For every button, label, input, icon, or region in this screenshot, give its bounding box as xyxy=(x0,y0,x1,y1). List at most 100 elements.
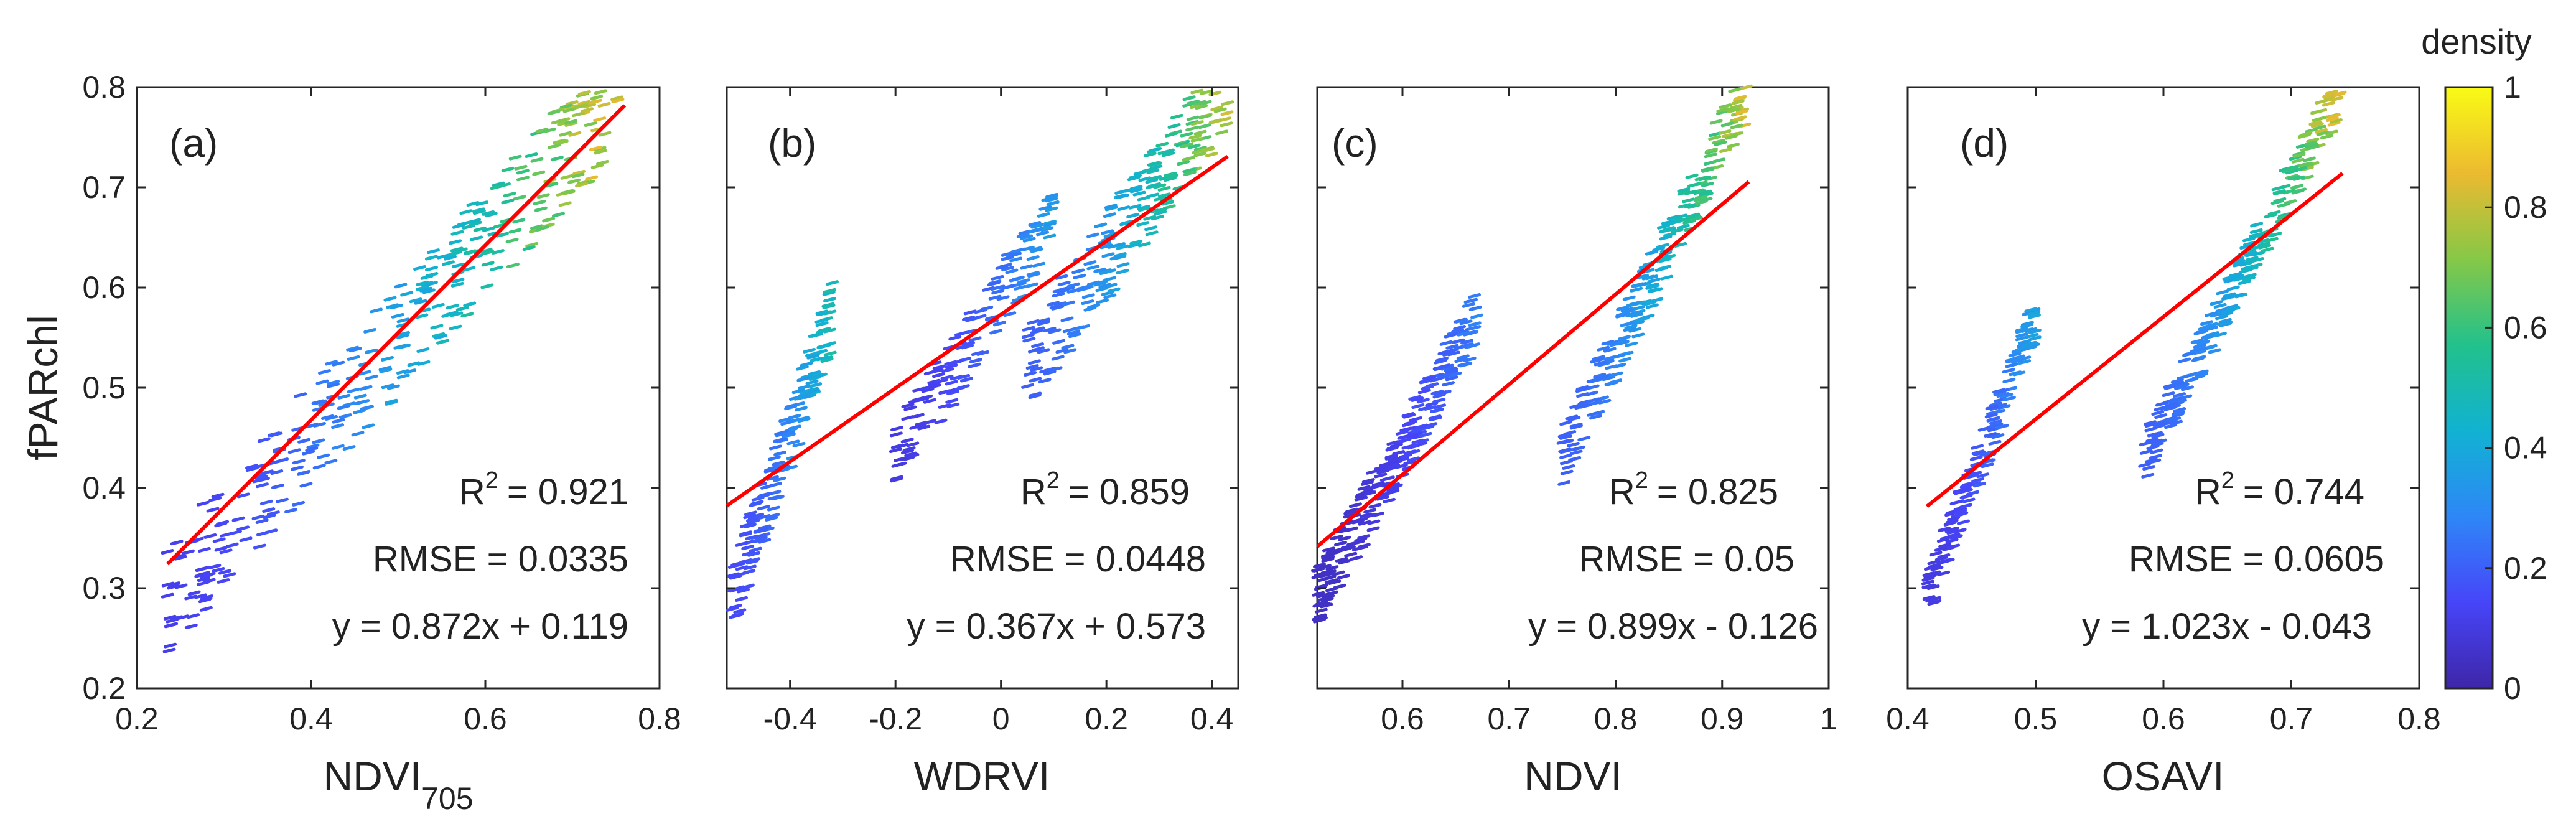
scatter-point-b-2-186 xyxy=(1198,113,1212,119)
r2-value-c: = 0.825 xyxy=(1657,472,1778,512)
scatter-point-d-0-122 xyxy=(1923,571,1937,578)
ticks-a: 0.2 0.4 0.6 0.8 0.2 0.3 0.4 0.5 0.6 0.7 0.8 xyxy=(82,70,681,736)
scatter-point-a-0-220 xyxy=(292,459,306,465)
scatter-point-c-0-88 xyxy=(1432,398,1446,404)
scatter-point-c-1-60 xyxy=(1659,235,1673,241)
scatter-point-c-1-208 xyxy=(1585,390,1598,396)
scatter-point-d-0-107 xyxy=(1996,392,2010,398)
scatter-point-b-1-39 xyxy=(901,403,915,409)
scatter-point-b-1-67 xyxy=(980,305,994,311)
scatter-point-d-1-203 xyxy=(2242,276,2256,282)
scatter-point-b-2-53 xyxy=(1145,178,1159,184)
scatter-point-c-0-141 xyxy=(1449,371,1462,377)
scatter-point-a-0-23 xyxy=(396,330,410,337)
scatter-point-c-0-87 xyxy=(1425,401,1439,407)
scatter-point-b-2-216 xyxy=(1202,147,1215,153)
scatter-point-c-0-133 xyxy=(1340,544,1354,550)
scatter-point-b-1-82 xyxy=(889,447,902,454)
scatter-point-c-0-139 xyxy=(1337,559,1351,565)
scatter-point-b-2-47 xyxy=(1029,377,1042,383)
scatter-point-c-1-226 xyxy=(1587,397,1600,403)
r2-label-b: R xyxy=(1020,472,1047,512)
scatter-point-d-1-107 xyxy=(2182,351,2196,357)
x-tick-label-d-1: 0.5 xyxy=(2014,701,2058,736)
scatter-point-a-0-84 xyxy=(162,647,176,653)
scatter-point-d-0-139 xyxy=(2002,377,2016,383)
scatter-point-c-0-160 xyxy=(1338,546,1352,553)
scatter-point-a-0-333 xyxy=(199,596,213,602)
scatter-point-c-1-170 xyxy=(1724,134,1738,140)
scatter-point-c-0-217 xyxy=(1363,513,1377,519)
scatter-point-c-0-123 xyxy=(1404,425,1418,431)
scatter-point-c-0-142 xyxy=(1387,463,1401,469)
scatter-point-b-2-37 xyxy=(1095,286,1109,293)
scatter-point-d-0-64 xyxy=(1966,490,1979,496)
scatter-point-c-1-176 xyxy=(1656,223,1670,230)
ticks-d: 0.4 0.5 0.6 0.7 0.8 xyxy=(1886,86,2441,736)
scatter-point-a-0-63 xyxy=(326,382,340,388)
scatter-point-d-1-210 xyxy=(2267,210,2281,216)
scatter-point-a-0-109 xyxy=(594,89,607,95)
scatter-point-c-0-155 xyxy=(1384,453,1398,459)
scatter-point-b-1-113 xyxy=(1032,261,1045,268)
scatter-point-b-0-105 xyxy=(767,505,780,512)
scatter-point-c-0-241 xyxy=(1419,431,1432,438)
scatter-point-a-0-352 xyxy=(284,508,298,514)
scatter-point-c-1-109 xyxy=(1709,119,1723,125)
scatter-point-c-1-124 xyxy=(1701,166,1714,172)
scatter-point-c-1-129 xyxy=(1602,375,1615,382)
scatter-point-b-1-100 xyxy=(1038,225,1052,232)
scatter-point-d-0-75 xyxy=(1981,462,1994,469)
scatter-point-a-0-108 xyxy=(571,172,585,179)
scatter-point-a-0-196 xyxy=(459,209,473,215)
scatter-point-d-0-144 xyxy=(1946,529,1960,535)
scatter-point-b-1-31 xyxy=(996,295,1010,301)
scatter-point-b-1-56 xyxy=(1045,192,1058,199)
fit-line-b xyxy=(726,154,1229,508)
scatter-point-b-1-20 xyxy=(917,424,931,431)
scatter-point-d-1-174 xyxy=(2213,332,2227,338)
scatter-point-b-0-94 xyxy=(773,476,786,482)
scatter-point-d-0-154 xyxy=(1934,546,1948,552)
scatter-point-b-0-123 xyxy=(782,430,795,436)
scatter-point-b-0-132 xyxy=(758,524,772,530)
scatter-point-d-1-156 xyxy=(2203,334,2217,340)
scatter-point-d-1-176 xyxy=(2150,438,2163,444)
scatter-point-b-2-77 xyxy=(1136,221,1150,227)
scatter-point-a-0-176 xyxy=(450,281,464,288)
scatter-point-a-0-255 xyxy=(465,249,479,255)
scatter-point-d-1-77 xyxy=(2219,311,2233,317)
scatter-point-b-1-132 xyxy=(949,359,963,365)
scatter-point-b-1-141 xyxy=(1008,251,1022,258)
scatter-point-d-0-94 xyxy=(1949,534,1963,540)
scatter-point-d-1-166 xyxy=(2233,276,2246,282)
panel-label-a: (a) xyxy=(169,121,218,166)
scatter-point-d-1-194 xyxy=(2232,259,2246,265)
scatter-point-b-2-189 xyxy=(1086,280,1100,286)
scatter-point-a-0-215 xyxy=(194,593,207,599)
r2-superscript-c: 2 xyxy=(1635,467,1648,494)
colorbar-ticks: 0 0.2 0.4 0.6 0.8 1 xyxy=(2485,70,2547,706)
scatter-point-c-1-217 xyxy=(1559,434,1572,440)
scatter-point-a-0-289 xyxy=(396,333,409,339)
scatter-point-d-1-151 xyxy=(2210,300,2223,306)
xlabel-d: OSAVI xyxy=(2102,753,2224,799)
scatter-point-b-1-114 xyxy=(995,264,1009,270)
scatter-point-d-1-108 xyxy=(2310,122,2324,128)
scatter-point-d-0-76 xyxy=(1954,508,1967,515)
scatter-point-c-1-100 xyxy=(1559,420,1573,426)
scatter-points-a xyxy=(161,89,625,653)
scatter-point-d-1-128 xyxy=(2316,130,2330,136)
scatter-point-c-1-198 xyxy=(1687,212,1701,218)
x-tick-label-c-2: 0.8 xyxy=(1594,701,1638,736)
scatter-point-c-0-222 xyxy=(1322,594,1335,600)
scatter-point-b-1-25 xyxy=(1005,268,1019,274)
scatter-point-b-2-190 xyxy=(1037,320,1050,326)
scatter-point-a-0-259 xyxy=(197,576,210,583)
scatter-point-b-1-84 xyxy=(923,398,936,404)
scatter-point-b-0-59 xyxy=(818,327,831,333)
scatter-point-b-2-146 xyxy=(1200,89,1213,95)
scatter-point-a-0-58 xyxy=(455,306,469,312)
scatter-point-c-1-87 xyxy=(1652,246,1666,252)
scatter-point-b-0-69 xyxy=(788,414,801,420)
